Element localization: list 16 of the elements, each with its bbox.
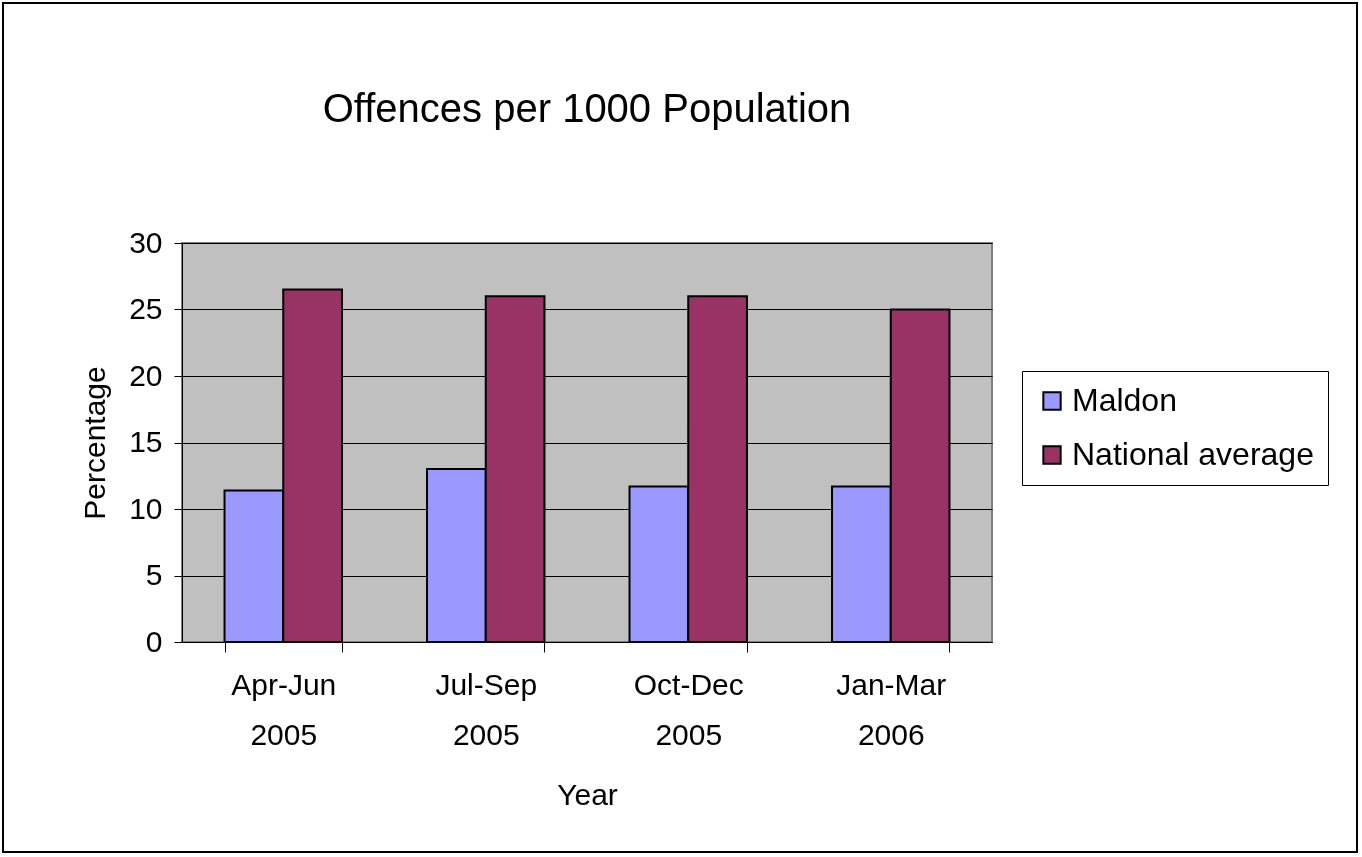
y-tick-label: 30 bbox=[129, 225, 163, 259]
y-tick-label: 10 bbox=[129, 491, 163, 525]
x-tick-label: Oct-Dec 2005 bbox=[633, 667, 744, 751]
y-tick-label: 20 bbox=[129, 358, 163, 392]
y-axis-title: Percentage bbox=[78, 366, 112, 520]
chart-title: Offences per 1000 Population bbox=[322, 86, 852, 130]
y-tick-label: 15 bbox=[129, 425, 163, 458]
y-tick-label: 0 bbox=[145, 624, 163, 658]
y-tick-label: 5 bbox=[145, 558, 163, 591]
x-axis-title: Year bbox=[557, 777, 618, 811]
x-tick-label: Jan-Mar 2006 bbox=[836, 667, 947, 751]
y-tick-label: 25 bbox=[129, 292, 163, 325]
x-tick-label: Apr-Jun 2005 bbox=[231, 667, 337, 751]
legend-label: National average bbox=[1072, 436, 1314, 472]
legend-label: Maldon bbox=[1072, 382, 1177, 418]
x-tick-label: Jul-Sep 2005 bbox=[435, 667, 538, 751]
